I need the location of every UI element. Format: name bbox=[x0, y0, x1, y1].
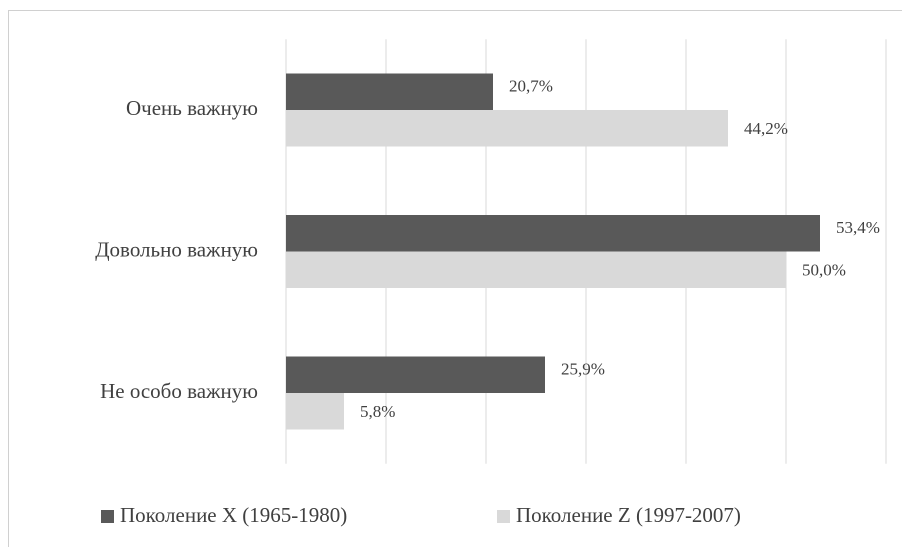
legend-swatch bbox=[497, 510, 510, 523]
data-label: 53,4% bbox=[836, 218, 880, 237]
data-label: 25,9% bbox=[561, 360, 605, 379]
legend-swatch bbox=[101, 510, 114, 523]
y-tick-label: Довольно важную bbox=[95, 237, 258, 261]
data-label: 50,0% bbox=[802, 261, 846, 280]
bar bbox=[286, 215, 820, 252]
legend-label: Поколение Z (1997-2007) bbox=[516, 503, 741, 527]
bar bbox=[286, 110, 728, 147]
y-tick-label: Очень важную bbox=[126, 96, 258, 120]
y-tick-label: Не особо важную bbox=[100, 379, 258, 403]
data-label: 20,7% bbox=[509, 77, 553, 96]
data-label: 5,8% bbox=[360, 402, 395, 421]
bar bbox=[286, 251, 786, 288]
chart-frame bbox=[8, 10, 902, 547]
bar bbox=[286, 393, 344, 430]
bar bbox=[286, 73, 493, 110]
bar bbox=[286, 356, 545, 393]
legend-label: Поколение X (1965-1980) bbox=[120, 503, 347, 527]
data-label: 44,2% bbox=[744, 119, 788, 138]
